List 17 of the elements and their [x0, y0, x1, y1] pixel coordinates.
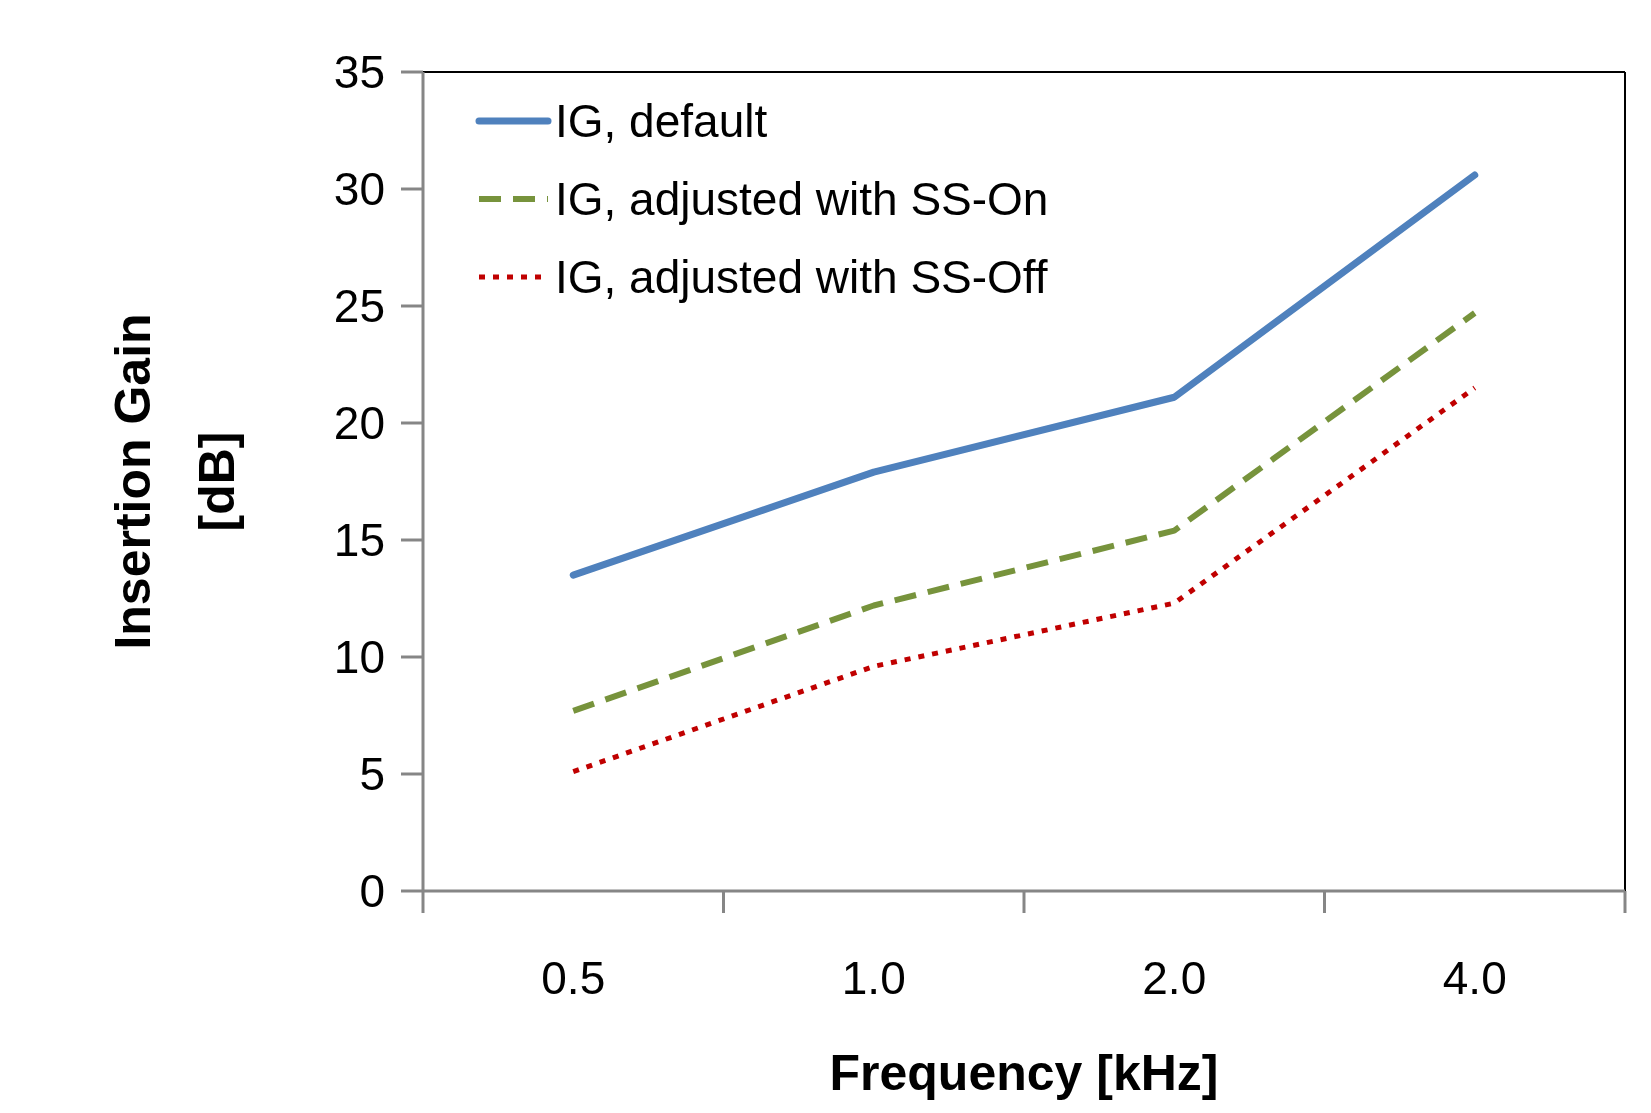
y-tick-label: 20	[333, 397, 385, 450]
y-axis-title: Insertion Gain [dB]	[105, 313, 245, 650]
y-tick-label: 30	[333, 163, 385, 216]
x-tick-label: 2.0	[1142, 952, 1207, 1004]
y-tick-label: 15	[333, 514, 385, 567]
legend-label: IG, default	[555, 95, 768, 148]
x-tick-label: 1.0	[841, 952, 906, 1004]
legend-label: IG, adjusted with SS-On	[555, 173, 1049, 226]
y-tick-label: 5	[359, 748, 385, 801]
legend-label: IG, adjusted with SS-Off	[555, 251, 1048, 304]
y-tick-label: 35	[333, 46, 385, 99]
y-tick-label: 25	[333, 280, 385, 333]
y-tick-label: 10	[333, 631, 385, 684]
y-tick-label: 0	[359, 865, 385, 918]
x-tick-label: 4.0	[1442, 952, 1507, 1004]
x-axis-title: Frequency [kHz]	[829, 1045, 1219, 1101]
x-tick-label: 0.5	[541, 952, 606, 1004]
